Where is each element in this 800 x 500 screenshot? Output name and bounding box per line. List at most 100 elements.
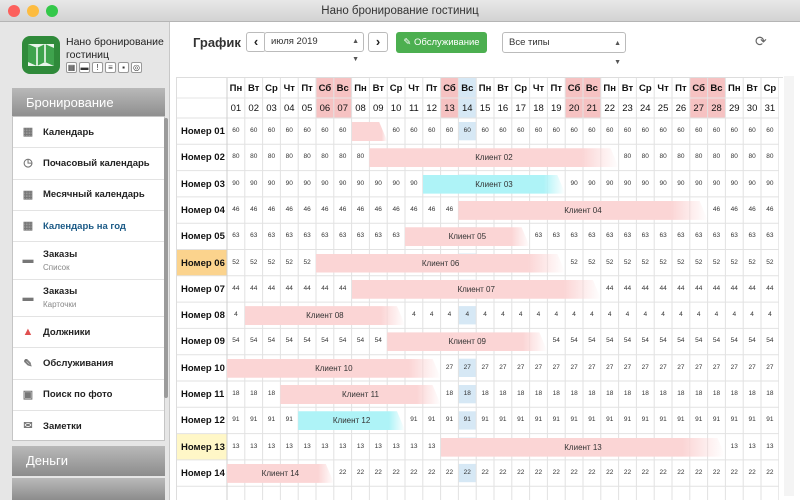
price-cell[interactable]: 63 [392, 232, 400, 240]
price-cell[interactable]: 52 [623, 258, 632, 266]
price-cell[interactable]: 44 [250, 284, 258, 292]
price-cell[interactable]: 46 [321, 205, 329, 213]
price-cell[interactable]: 4 [447, 311, 452, 319]
price-cell[interactable]: 22 [517, 468, 525, 476]
price-cell[interactable]: 60 [695, 127, 703, 134]
price-cell[interactable]: 27 [730, 363, 738, 371]
price-cell[interactable]: 63 [285, 232, 293, 240]
price-cell[interactable]: 46 [250, 205, 258, 213]
price-cell[interactable]: 63 [659, 232, 667, 240]
price-cell[interactable]: 54 [659, 337, 667, 345]
price-cell[interactable]: 80 [356, 153, 365, 161]
prev-month-button[interactable]: ‹ [246, 32, 266, 52]
price-cell[interactable]: 4 [536, 311, 541, 319]
price-cell[interactable]: 91 [606, 416, 614, 424]
price-cell[interactable]: 18 [232, 390, 240, 397]
price-cell[interactable]: 44 [267, 284, 276, 292]
price-cell[interactable]: 52 [712, 258, 721, 266]
zoom-window-icon[interactable] [46, 5, 58, 17]
price-cell[interactable]: 60 [499, 127, 507, 134]
price-cell[interactable]: 52 [285, 258, 293, 266]
refresh-icon[interactable]: ⟳ [755, 33, 767, 49]
price-cell[interactable]: 54 [356, 337, 365, 345]
price-cell[interactable]: 80 [303, 153, 311, 161]
price-cell[interactable]: 13 [356, 442, 365, 450]
booking-bar[interactable]: Клиент 09 [387, 332, 547, 351]
price-cell[interactable]: 46 [766, 205, 774, 213]
price-cell[interactable]: 60 [250, 127, 258, 134]
price-cell[interactable]: 90 [356, 179, 365, 187]
price-cell[interactable]: 63 [730, 232, 738, 240]
price-cell[interactable]: 13 [267, 442, 276, 450]
price-cell[interactable]: 4 [750, 311, 754, 319]
price-cell[interactable]: 27 [766, 363, 774, 371]
price-cell[interactable]: 22 [659, 468, 667, 476]
price-cell[interactable]: 54 [623, 337, 632, 345]
price-cell[interactable]: 90 [766, 179, 774, 187]
menu-item-orders-cards[interactable]: ▬ Заказы Карточки [13, 280, 164, 318]
price-cell[interactable]: 52 [748, 258, 756, 266]
price-cell[interactable]: 91 [428, 416, 436, 424]
month-select[interactable]: июля 2019 ▲ ▼ [264, 32, 364, 63]
price-cell[interactable]: 80 [250, 153, 258, 161]
price-cell[interactable]: 13 [285, 442, 293, 450]
price-cell[interactable]: 60 [232, 127, 240, 134]
booking-bar[interactable] [352, 122, 388, 141]
price-cell[interactable]: 90 [748, 179, 756, 187]
lock-mini-icon[interactable]: ▪ [118, 62, 129, 73]
service-button[interactable]: ✎ Обслуживание [396, 32, 487, 53]
section-booking[interactable]: Бронирование [12, 88, 165, 118]
price-cell[interactable]: 90 [695, 179, 703, 187]
grid-scrollbar[interactable] [784, 76, 794, 496]
price-cell[interactable]: 63 [534, 232, 543, 240]
price-cell[interactable]: 91 [481, 416, 489, 424]
price-cell[interactable]: 90 [285, 179, 293, 187]
price-cell[interactable]: 44 [712, 284, 721, 292]
price-cell[interactable]: 54 [641, 337, 649, 345]
price-cell[interactable]: 90 [588, 179, 596, 187]
booking-bar[interactable]: Клиент 02 [369, 148, 618, 167]
price-cell[interactable]: 13 [339, 442, 347, 450]
price-cell[interactable]: 54 [250, 337, 258, 345]
price-cell[interactable]: 90 [623, 179, 632, 187]
price-cell[interactable]: 18 [499, 390, 507, 397]
price-cell[interactable]: 90 [339, 179, 347, 187]
menu-item-debtors[interactable]: ▲ Должники [13, 317, 164, 349]
price-cell[interactable]: 46 [428, 205, 436, 213]
price-cell[interactable]: 91 [766, 416, 774, 424]
price-cell[interactable]: 44 [232, 284, 240, 292]
price-cell[interactable]: 91 [410, 416, 418, 424]
price-cell[interactable]: 90 [606, 179, 614, 187]
price-cell[interactable]: 80 [339, 153, 347, 161]
price-cell[interactable]: 63 [267, 232, 276, 240]
price-cell[interactable]: 80 [730, 153, 738, 161]
price-cell[interactable]: 54 [766, 337, 774, 345]
price-cell[interactable]: 91 [285, 416, 293, 424]
price-cell[interactable]: 13 [748, 442, 756, 450]
price-cell[interactable]: 90 [374, 179, 382, 187]
booking-bar[interactable]: Клиент 04 [458, 201, 707, 220]
price-cell[interactable]: 80 [748, 153, 756, 161]
price-cell[interactable]: 18 [517, 390, 525, 397]
price-cell[interactable]: 90 [232, 179, 240, 187]
price-cell[interactable]: 22 [730, 468, 738, 476]
truck-mini-icon[interactable]: ▬ [79, 62, 90, 73]
price-cell[interactable]: 91 [588, 416, 596, 424]
price-cell[interactable]: 63 [339, 232, 347, 240]
price-cell[interactable]: 18 [730, 390, 738, 397]
price-cell[interactable]: 80 [712, 153, 721, 161]
price-cell[interactable]: 63 [250, 232, 258, 240]
price-cell[interactable]: 90 [250, 179, 258, 187]
price-cell[interactable]: 52 [677, 258, 685, 266]
price-cell[interactable]: 46 [285, 205, 293, 213]
price-cell[interactable]: 46 [748, 205, 756, 213]
price-cell[interactable]: 54 [606, 337, 614, 345]
price-cell[interactable]: 18 [712, 390, 721, 397]
price-cell[interactable]: 46 [356, 205, 365, 213]
price-cell[interactable]: 60 [588, 127, 596, 134]
price-cell[interactable]: 52 [303, 258, 311, 266]
close-window-icon[interactable] [8, 5, 20, 17]
price-cell[interactable]: 13 [250, 442, 258, 450]
price-cell[interactable]: 91 [552, 416, 560, 424]
price-cell[interactable]: 54 [339, 337, 347, 345]
